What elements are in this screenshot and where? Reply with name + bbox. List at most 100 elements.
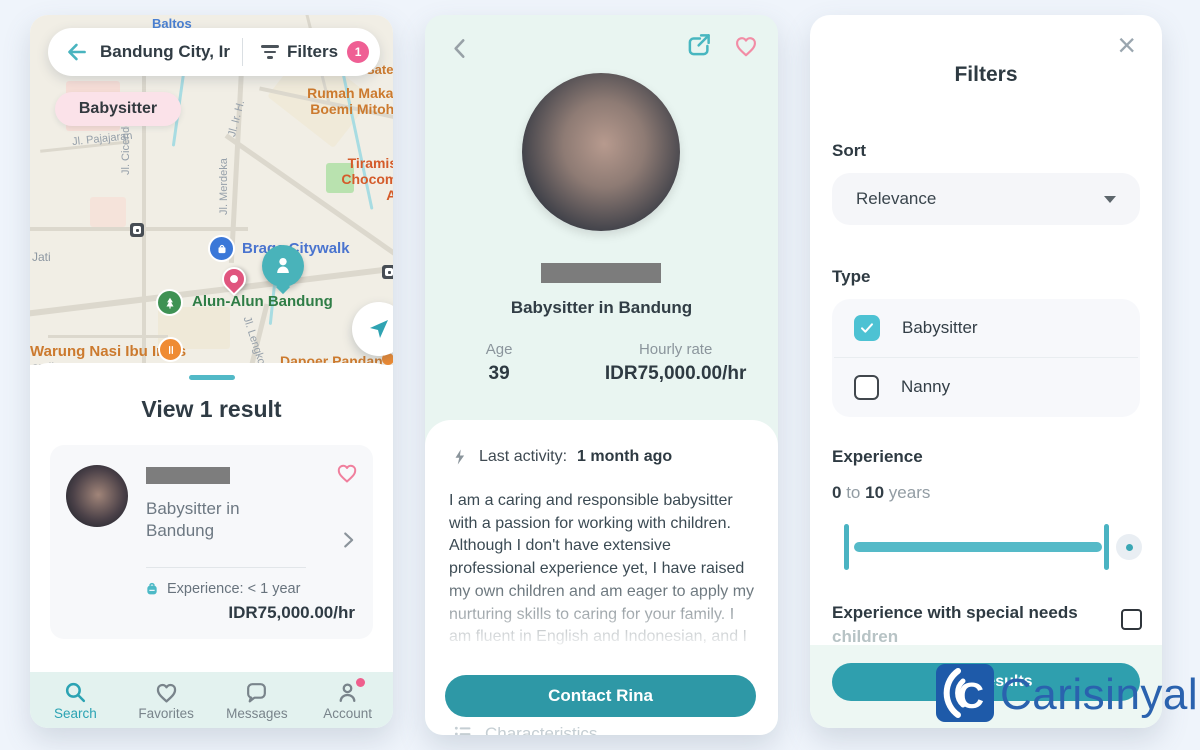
map-block	[90, 197, 126, 227]
checkbox-unchecked-icon[interactable]	[854, 374, 879, 400]
nav-label: Account	[323, 705, 373, 721]
map-label-alun[interactable]: Alun-Alun Bandung	[192, 293, 333, 310]
map-label-tiramisu[interactable]: Tiramisusu Chocomory, Angg	[341, 155, 393, 204]
characteristics-label: Characteristics	[485, 724, 598, 735]
transit-icon[interactable]	[382, 265, 393, 279]
sort-dropdown[interactable]: Relevance	[832, 173, 1140, 225]
park-icon[interactable]	[156, 289, 183, 316]
list-icon	[454, 726, 471, 735]
heart-icon	[156, 683, 176, 702]
backpack-icon	[147, 582, 157, 595]
result-experience: Experience: < 1 year	[167, 581, 301, 597]
checkbox-checked-icon[interactable]	[854, 315, 880, 341]
slider-handle-min[interactable]	[844, 524, 849, 570]
street-label: Jl. Lengkong	[240, 315, 272, 365]
close-icon[interactable]: ×	[1117, 27, 1136, 63]
babysitter-chip[interactable]: Babysitter	[55, 92, 181, 126]
locate-me-button[interactable]	[352, 302, 393, 356]
sort-label: Sort	[832, 141, 866, 160]
map-label-dapoer[interactable]: Dapoer Pandan	[280, 353, 383, 365]
range-to-word: to	[846, 483, 861, 502]
profile-avatar	[522, 73, 680, 231]
drag-handle[interactable]	[188, 375, 235, 380]
divider	[242, 38, 244, 66]
nav-label: Messages	[226, 705, 288, 721]
map-road	[48, 335, 168, 338]
result-card[interactable]: Babysitter in Bandung Experience: < 1 ye…	[50, 445, 373, 639]
carisinyal-logo-icon: C	[936, 664, 994, 722]
nav-search[interactable]: Search	[30, 672, 121, 728]
street-label: Jl. Cicendo	[120, 120, 132, 175]
nav-label: Favorites	[138, 705, 194, 721]
redacted-name	[146, 467, 230, 484]
avatar	[66, 465, 128, 527]
slider-track[interactable]	[854, 542, 1102, 552]
filters-title: Filters	[954, 63, 1018, 86]
map-label-rumah-makan[interactable]: Rumah Makan Boemi Mitoha	[307, 85, 393, 118]
range-unit: years	[888, 483, 931, 502]
result-role: Babysitter in Bandung	[146, 499, 240, 541]
contact-button[interactable]: Contact Rina	[445, 675, 756, 717]
navigation-arrow-icon	[370, 320, 388, 338]
filter-icon[interactable]	[261, 45, 280, 59]
type-option-nanny[interactable]: Nanny	[832, 358, 1140, 416]
restaurant-icon[interactable]	[158, 337, 183, 362]
divider	[146, 567, 306, 568]
nav-messages[interactable]: Messages	[212, 672, 303, 728]
street-label: Jl. Ir. H.	[226, 98, 248, 139]
chevron-down-icon	[1104, 195, 1116, 203]
last-activity-label: Last activity:	[479, 448, 568, 465]
characteristics-section[interactable]: Characteristics	[453, 724, 597, 735]
type-option-babysitter[interactable]: Babysitter	[832, 299, 1140, 357]
back-chevron-icon[interactable]	[447, 35, 473, 61]
bottom-nav: Search Favorites Messages Account	[30, 672, 393, 728]
last-activity-value: 1 month ago	[577, 448, 673, 465]
favorite-heart-icon[interactable]	[733, 33, 759, 59]
profile-role: Babysitter in Bandung	[510, 298, 693, 317]
range-from: 0	[832, 483, 842, 502]
map[interactable]: Baltos Sate Rumah Makan Boemi Mitoha Tir…	[30, 15, 393, 365]
map-label-arsih: arsih	[32, 360, 58, 365]
poi-dot-icon[interactable]	[382, 353, 393, 365]
chevron-right-icon[interactable]	[337, 527, 359, 553]
screen-profile: Babysitter in Bandung Age 39 Hourly rate…	[425, 15, 778, 735]
favorite-heart-icon[interactable]	[335, 461, 359, 485]
slider-thumb-icon[interactable]	[1116, 534, 1142, 560]
search-bar[interactable]: Bandung City, Ir Filters 1	[48, 28, 380, 76]
notification-dot	[355, 678, 365, 687]
map-road	[142, 73, 146, 365]
special-needs-checkbox[interactable]	[1121, 609, 1142, 630]
profile-card: Last activity: 1 month ago I am a caring…	[425, 420, 778, 735]
filters-button[interactable]: Filters	[287, 42, 339, 61]
slider-handle-max[interactable]	[1104, 524, 1109, 570]
type-option-label: Nanny	[901, 377, 951, 396]
experience-range-text: 0 to 10 years	[832, 483, 930, 503]
map-road	[228, 67, 245, 263]
nav-label: Search	[53, 705, 97, 721]
filters-count-badge: 1	[347, 41, 370, 63]
results-title: View 1 result	[141, 396, 282, 422]
sort-value: Relevance	[856, 189, 937, 208]
nav-favorites[interactable]: Favorites	[121, 672, 212, 728]
mall-icon[interactable]	[208, 235, 235, 262]
special-needs-label-2: children	[832, 627, 899, 646]
result-rate: IDR75,000.00/hr	[228, 603, 355, 622]
age-label: Age	[485, 341, 513, 358]
transit-icon[interactable]	[130, 223, 144, 237]
nav-account[interactable]: Account	[302, 672, 393, 728]
street-label: Jl. Merdeka	[218, 158, 230, 215]
share-icon[interactable]	[683, 31, 713, 61]
location-input[interactable]: Bandung City, Ir	[100, 42, 231, 61]
divider	[834, 357, 1138, 358]
map-park	[326, 163, 354, 193]
sitter-map-marker[interactable]	[262, 245, 304, 287]
results-panel: View 1 result Babysitter in Bandung Expe…	[30, 363, 393, 672]
type-option-label: Babysitter	[902, 318, 978, 337]
profile-meta: Age 39 Hourly rate IDR75,000.00/hr	[425, 341, 778, 385]
map-label-baltos[interactable]: Baltos	[152, 16, 192, 31]
age-value: 39	[488, 363, 510, 384]
lightning-icon	[455, 449, 465, 465]
type-options: Babysitter Nanny	[832, 299, 1140, 417]
screen-filters: × Filters Sort Relevance Type Babysitter…	[810, 15, 1162, 728]
back-arrow-icon[interactable]	[64, 39, 90, 65]
